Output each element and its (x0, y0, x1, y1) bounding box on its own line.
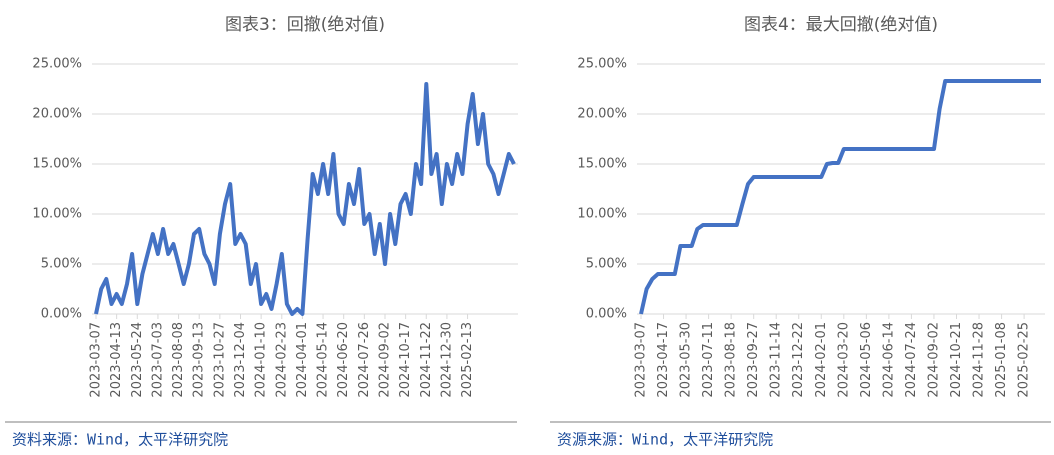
y-tick-label: 5.00% (586, 257, 627, 272)
x-tick-label: 2023-03-07 (89, 322, 104, 398)
x-tick-label: 2025-01-08 (994, 322, 1009, 398)
x-tick-label: 2023-11-14 (769, 322, 784, 398)
y-tick-label: 10.00% (32, 207, 82, 222)
x-tick-label: 2023-12-22 (791, 322, 806, 398)
x-tick-label: 2024-03-20 (836, 322, 851, 398)
x-tick-label: 2024-07-26 (357, 322, 372, 398)
x-tick-label: 2023-10-27 (212, 322, 227, 398)
x-tick-label: 2023-04-17 (656, 322, 671, 398)
y-tick-label: 25.00% (32, 57, 82, 72)
x-tick-label: 2023-05-24 (130, 322, 145, 398)
x-tick-label: 2023-08-08 (171, 322, 186, 398)
chart-title: 图表3：回撤(绝对值) (225, 15, 385, 35)
x-tick-label: 2024-10-17 (398, 322, 413, 398)
y-tick-label: 25.00% (577, 57, 627, 72)
x-tick-label: 2024-12-30 (439, 322, 454, 398)
x-tick-label: 2024-05-14 (316, 322, 331, 398)
y-tick-label: 10.00% (577, 207, 627, 222)
chart-title: 图表4：最大回撤(绝对值) (744, 15, 938, 35)
x-tick-label: 2024-02-01 (814, 322, 829, 398)
data-line (639, 79, 1041, 315)
x-tick-label: 2023-08-18 (724, 322, 739, 398)
x-tick-label: 2023-03-07 (634, 322, 649, 398)
source-note: 资源来源：Wind，太平洋研究院 (557, 431, 773, 449)
y-tick-label: 0.00% (41, 307, 82, 322)
x-tick-label: 2023-04-13 (109, 322, 124, 398)
x-tick-label: 2024-06-20 (336, 322, 351, 398)
x-tick-label: 2023-07-11 (701, 322, 716, 398)
x-tick-label: 2024-07-24 (904, 322, 919, 398)
x-tick-label: 2025-02-25 (1017, 322, 1032, 398)
source-note: 资料来源：Wind，太平洋研究院 (12, 431, 228, 449)
x-tick-label: 2024-05-06 (859, 322, 874, 398)
x-tick-label: 2024-09-02 (377, 322, 392, 398)
x-tick-label: 2024-02-23 (274, 322, 289, 398)
x-tick-label: 2024-06-14 (881, 322, 896, 398)
x-tick-label: 2024-11-28 (972, 322, 987, 398)
x-tick-label: 2025-02-13 (460, 322, 475, 398)
x-tick-label: 2023-07-03 (150, 322, 165, 398)
y-tick-label: 20.00% (577, 107, 627, 122)
y-tick-label: 15.00% (32, 157, 82, 172)
x-tick-label: 2023-09-13 (192, 322, 207, 398)
y-tick-label: 5.00% (41, 257, 82, 272)
y-tick-label: 15.00% (577, 157, 627, 172)
x-tick-label: 2024-10-21 (949, 322, 964, 398)
x-tick-label: 2024-11-22 (419, 322, 434, 398)
x-tick-label: 2023-09-27 (746, 322, 761, 398)
y-tick-label: 0.00% (586, 307, 627, 322)
data-line (94, 82, 516, 316)
x-tick-label: 2023-05-30 (679, 322, 694, 398)
x-tick-label: 2024-01-10 (254, 322, 269, 398)
x-tick-label: 2023-12-04 (233, 322, 248, 398)
y-tick-label: 20.00% (32, 107, 82, 122)
x-tick-label: 2024-04-01 (295, 322, 310, 398)
x-tick-label: 2024-09-02 (926, 322, 941, 398)
